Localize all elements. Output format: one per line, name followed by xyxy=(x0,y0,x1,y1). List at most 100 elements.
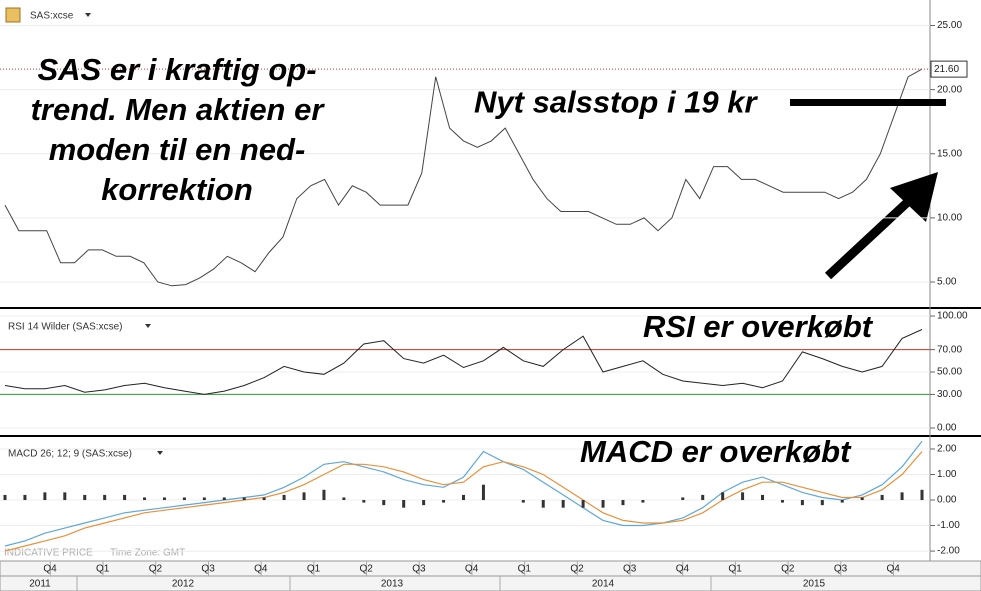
arrow-head xyxy=(890,172,938,222)
quarter-label: Q4 xyxy=(676,564,690,575)
histogram-bar xyxy=(83,494,87,501)
histogram-bar xyxy=(442,500,446,503)
symbol-label[interactable]: SAS:xcse xyxy=(30,11,74,22)
symbol-icon[interactable] xyxy=(5,7,21,23)
histogram-bar xyxy=(342,497,346,501)
histogram-bar xyxy=(422,500,426,506)
histogram-bar xyxy=(641,500,645,503)
annotation: Nyt salsstop i 19 kr xyxy=(474,85,759,120)
histogram-bar xyxy=(701,494,705,501)
quarter-label: Q2 xyxy=(360,564,374,575)
last-price-label: 21.60 xyxy=(934,64,959,75)
y-tick-label: 50.00 xyxy=(937,367,962,378)
y-tick-label: -1.00 xyxy=(937,520,960,531)
histogram-bar xyxy=(521,500,525,503)
last-price-tag xyxy=(930,60,968,78)
histogram-bar xyxy=(561,500,565,508)
histogram-bar xyxy=(481,484,485,501)
arrow xyxy=(824,194,916,280)
time-zone: Time Zone: GMT xyxy=(110,548,185,559)
histogram-bar xyxy=(262,497,266,501)
histogram-bar xyxy=(820,500,824,506)
quarter-label: Q1 xyxy=(307,564,321,575)
annotation: MACD er overkøbt xyxy=(580,434,852,469)
histogram-bar xyxy=(581,500,585,508)
quarter-label: Q1 xyxy=(728,564,742,575)
data-line xyxy=(4,329,923,395)
quarter-label: Q3 xyxy=(623,564,637,575)
histogram-bar xyxy=(103,494,107,501)
annotation: trend. Men aktien er xyxy=(31,92,326,127)
y-tick-label: 10.00 xyxy=(937,213,962,224)
histogram-bar xyxy=(880,494,884,501)
histogram-bar xyxy=(721,492,725,501)
year-label: 2014 xyxy=(592,579,615,590)
quarter-label: Q1 xyxy=(96,564,110,575)
histogram-bar xyxy=(242,497,246,501)
quarter-label: Q4 xyxy=(43,564,57,575)
quarter-label: Q1 xyxy=(518,564,532,575)
histogram-bar xyxy=(761,494,765,501)
histogram-bar xyxy=(182,497,186,501)
quarter-label: Q2 xyxy=(781,564,795,575)
histogram-bar xyxy=(780,500,784,503)
quarter-label: Q4 xyxy=(887,564,901,575)
histogram-bar xyxy=(23,494,27,501)
quarter-label: Q3 xyxy=(412,564,426,575)
histogram-bar xyxy=(601,500,605,508)
rsi-title[interactable]: RSI 14 Wilder (SAS:xcse) xyxy=(8,322,122,333)
histogram-bar xyxy=(222,497,226,501)
histogram-bar xyxy=(43,492,47,501)
quarter-label: Q4 xyxy=(465,564,479,575)
macd-title[interactable]: MACD 26; 12; 9 (SAS:xcse) xyxy=(8,449,132,460)
histogram-bar xyxy=(63,492,67,501)
y-tick-label: 5.00 xyxy=(937,277,957,288)
dropdown-icon[interactable] xyxy=(157,451,163,455)
histogram-bar xyxy=(741,492,745,501)
histogram-bar xyxy=(282,494,286,501)
year-label: 2013 xyxy=(381,579,404,590)
quarter-label: Q3 xyxy=(834,564,848,575)
y-tick-label: 15.00 xyxy=(937,148,962,159)
y-tick-label: -2.00 xyxy=(937,546,960,557)
data-line xyxy=(4,440,923,547)
quarter-label: Q2 xyxy=(149,564,163,575)
histogram-bar xyxy=(840,500,844,503)
y-tick-label: 0.00 xyxy=(937,495,957,506)
histogram-bar xyxy=(800,500,804,506)
year-label: 2011 xyxy=(29,579,51,590)
histogram-bar xyxy=(143,497,147,501)
histogram-bar xyxy=(302,492,306,501)
histogram-bar xyxy=(462,494,465,501)
histogram-bar xyxy=(621,500,625,506)
histogram-bar xyxy=(382,500,386,506)
annotation: SAS er i kraftig op- xyxy=(37,52,316,87)
histogram-bar xyxy=(322,489,326,501)
histogram-bar xyxy=(541,500,545,508)
quarter-label: Q2 xyxy=(570,564,584,575)
data-line xyxy=(4,68,923,287)
y-tick-label: 0.00 xyxy=(937,423,957,434)
year-label: 2015 xyxy=(803,579,826,590)
y-tick-label: 25.00 xyxy=(937,20,962,31)
data-line xyxy=(4,451,923,552)
y-tick-label: 30.00 xyxy=(937,389,962,400)
histogram-bar xyxy=(860,497,864,501)
histogram-bar xyxy=(402,500,406,508)
y-tick-label: 20.00 xyxy=(937,84,962,95)
y-tick-label: 2.00 xyxy=(937,444,957,455)
y-tick-label: 100.00 xyxy=(937,311,968,322)
price-type: INDICATIVE PRICE xyxy=(4,548,93,559)
quarter-label: Q4 xyxy=(254,564,268,575)
histogram-bar xyxy=(202,497,206,501)
dropdown-icon[interactable] xyxy=(85,13,91,17)
y-tick-label: 1.00 xyxy=(937,469,957,480)
histogram-bar xyxy=(3,494,7,501)
dropdown-icon[interactable] xyxy=(145,324,151,328)
histogram-bar xyxy=(162,497,166,501)
quarter-label: Q3 xyxy=(201,564,215,575)
histogram-bar xyxy=(362,500,366,503)
histogram-bar xyxy=(920,489,924,501)
